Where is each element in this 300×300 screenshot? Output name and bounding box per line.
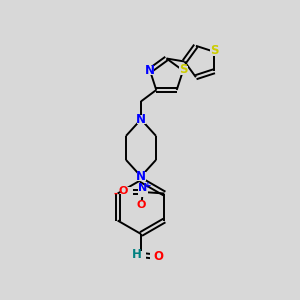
Text: S: S — [179, 62, 187, 76]
Bar — [136, 172, 146, 181]
Text: N: N — [136, 113, 146, 126]
Bar — [146, 66, 154, 75]
Text: O: O — [136, 200, 146, 211]
Text: +: + — [144, 181, 152, 190]
Bar — [137, 187, 148, 197]
Text: N: N — [138, 183, 147, 194]
Text: H: H — [132, 248, 142, 262]
Bar — [210, 48, 219, 56]
Bar — [178, 66, 188, 75]
Bar — [150, 252, 159, 261]
Text: N: N — [145, 64, 155, 77]
Bar — [136, 250, 146, 260]
Text: S: S — [210, 44, 219, 57]
Text: O: O — [119, 185, 128, 196]
Bar — [137, 201, 146, 210]
Text: N: N — [136, 170, 146, 183]
Bar — [136, 115, 146, 124]
Text: -: - — [114, 188, 118, 199]
Text: O: O — [153, 250, 164, 263]
Bar — [122, 187, 133, 197]
